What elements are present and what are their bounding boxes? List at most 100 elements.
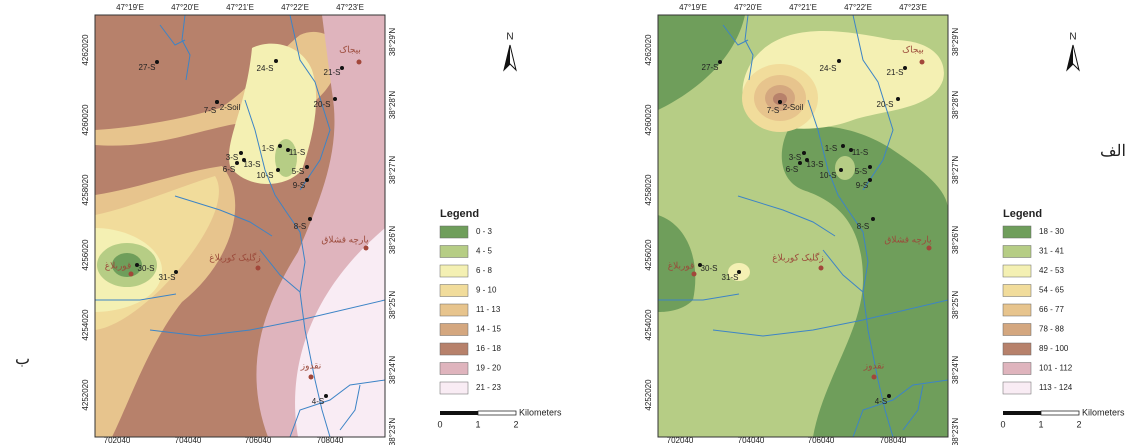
sample-label: 20-S (314, 100, 331, 109)
village-label: نقدوز (863, 360, 884, 371)
village-label: بیجاک (902, 44, 924, 54)
sample-point (839, 168, 843, 172)
bottom-tick-label: 702040 (667, 436, 694, 445)
scale-tick-label: 0 (437, 419, 442, 429)
legend-swatch (1003, 246, 1031, 258)
legend-label: 21 - 23 (476, 383, 501, 392)
legend-label: 89 - 100 (1039, 344, 1069, 353)
scale-tick-label: 1 (1038, 419, 1043, 429)
sample-point (868, 165, 872, 169)
legend-label: 6 - 8 (476, 266, 493, 275)
left-tick-label: 4260020 (81, 104, 90, 136)
legend-label: 101 - 112 (1039, 364, 1073, 373)
sample-label: 11-S (852, 148, 868, 157)
right-tick-label: 38°24'N (951, 356, 960, 385)
sample-point (333, 97, 337, 101)
left-tick-label: 4252020 (644, 379, 653, 411)
legend-label: 16 - 18 (476, 344, 501, 353)
bottom-tick-label: 708040 (880, 436, 907, 445)
sample-point (155, 60, 159, 64)
sample-label: 7-S (204, 106, 216, 115)
sample-label: 9-S (856, 181, 868, 190)
legend-label: 54 - 65 (1039, 286, 1064, 295)
village-point (129, 272, 134, 277)
legend-swatch (1003, 363, 1031, 375)
right-tick-label: 38°26'N (951, 226, 960, 255)
village-point (364, 246, 369, 251)
legend-swatch (440, 324, 468, 336)
scale-unit: Kilometers (519, 407, 562, 417)
legend-title: Legend (1003, 208, 1042, 220)
sample-label: 21-S (324, 68, 341, 77)
legend-label: 14 - 15 (476, 325, 501, 334)
sample-point (308, 217, 312, 221)
sample-label: 9-S (293, 181, 305, 190)
sample-label: 13-S (244, 160, 261, 169)
legend-label: 66 - 77 (1039, 305, 1064, 314)
left-tick-label: 4258020 (644, 174, 653, 206)
sample-label: 24-S (257, 64, 274, 73)
left-tick-label: 4256020 (81, 239, 90, 271)
scale-tick-label: 1 (475, 419, 480, 429)
scale-unit: Kilometers (1082, 407, 1125, 417)
village-point (872, 375, 877, 380)
sample-point (235, 161, 239, 165)
legend-swatch (1003, 285, 1031, 297)
sample-point (871, 217, 875, 221)
sample-point (896, 97, 900, 101)
sample-label: 3-S (789, 153, 801, 162)
top-tick-label: 47°23'E (899, 3, 927, 12)
legend-swatch (1003, 343, 1031, 355)
top-tick-label: 47°20'E (171, 3, 199, 12)
legend-label: 113 - 124 (1039, 383, 1073, 392)
legend-swatch (440, 382, 468, 394)
right-tick-label: 38°24'N (388, 356, 397, 385)
sample-point (868, 178, 872, 182)
bottom-tick-label: 704040 (738, 436, 765, 445)
right-tick-label: 38°29'N (388, 28, 397, 57)
sample-label: 4-S (875, 397, 887, 406)
legend-swatch (1003, 382, 1031, 394)
sample-label: 2-Soil (220, 103, 241, 112)
sample-point (239, 151, 243, 155)
sample-label: 8-S (857, 222, 869, 231)
right-tick-label: 38°25'N (951, 291, 960, 320)
legend-title: Legend (440, 208, 479, 220)
legend-label: 4 - 5 (476, 247, 493, 256)
sample-point (802, 151, 806, 155)
sample-point (887, 394, 891, 398)
left-tick-label: 4254020 (81, 309, 90, 341)
legend-label: 11 - 13 (476, 305, 501, 314)
legend-swatch (1003, 265, 1031, 277)
bottom-tick-label: 706040 (808, 436, 835, 445)
right-tick-label: 38°23'N (951, 418, 960, 445)
sample-label: 13-S (807, 160, 824, 169)
legend-swatch (440, 226, 468, 238)
sample-label: 5-S (292, 167, 304, 176)
left-tick-label: 4252020 (81, 379, 90, 411)
sample-label: 7-S (767, 106, 779, 115)
village-point (920, 60, 925, 65)
sample-point (837, 59, 841, 63)
village-label: قوربلاغ (105, 260, 132, 271)
left-tick-label: 4260020 (644, 104, 653, 136)
left-tick-label: 4256020 (644, 239, 653, 271)
sample-label: 11-S (289, 148, 305, 157)
right-tick-label: 38°29'N (951, 28, 960, 57)
top-tick-label: 47°22'E (844, 3, 872, 12)
legend-label: 42 - 53 (1039, 266, 1064, 275)
left-tick-label: 4262020 (81, 34, 90, 66)
right-tick-label: 38°28'N (388, 91, 397, 120)
bottom-tick-label: 706040 (245, 436, 272, 445)
sample-point (903, 66, 907, 70)
scale-bar-black (440, 411, 478, 415)
panel-letter: ب (15, 351, 30, 368)
legend-swatch (440, 363, 468, 375)
top-tick-label: 47°20'E (734, 3, 762, 12)
sample-label: 3-S (226, 153, 238, 162)
top-tick-label: 47°19'E (116, 3, 144, 12)
sample-label: 4-S (312, 397, 324, 406)
sample-point (841, 144, 845, 148)
top-tick-label: 47°23'E (336, 3, 364, 12)
